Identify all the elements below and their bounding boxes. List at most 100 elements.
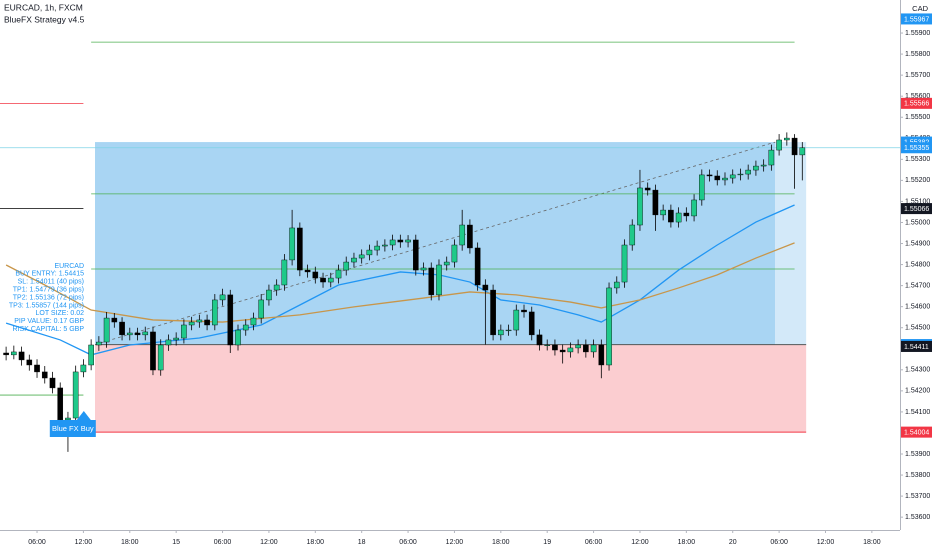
candle-body — [699, 174, 705, 201]
price-marker-label: 1.55566 — [904, 101, 929, 108]
y-tick-label: 1.55700 — [905, 72, 930, 79]
candle-body — [173, 337, 179, 341]
y-tick-label: 1.53800 — [905, 472, 930, 479]
info-line: TP1: 1.54779 (36 pips) — [13, 287, 84, 294]
candle-body — [289, 227, 295, 261]
candle-body — [397, 239, 404, 243]
price-marker-label: 1.55355 — [904, 145, 929, 152]
candle-body — [420, 267, 427, 271]
candle-body — [126, 332, 133, 336]
info-line: EURCAD — [54, 263, 84, 270]
candle-body — [320, 277, 326, 283]
candle-body — [575, 344, 581, 349]
y-tick-label: 1.54700 — [905, 282, 930, 289]
y-tick-label: 1.54800 — [905, 261, 930, 268]
candle-body — [745, 169, 751, 175]
candle-body — [528, 311, 535, 336]
candle-body — [799, 147, 806, 156]
candle-body — [784, 137, 790, 141]
y-tick-label: 1.55100 — [905, 198, 930, 205]
y-tick-label: 1.53600 — [905, 514, 930, 521]
moving-average-line — [5, 204, 795, 356]
y-tick-label: 1.55000 — [905, 219, 930, 226]
x-tick-label: 19 — [543, 539, 551, 546]
candle-body — [181, 324, 187, 339]
info-line: RISK CAPITAL: 5 GBP — [13, 326, 85, 333]
candle-body — [150, 331, 156, 371]
info-line: LOT SIZE: 0.02 — [35, 310, 84, 317]
currency-label: CAD — [912, 4, 928, 13]
loss-zone — [95, 344, 807, 433]
candle-body — [358, 254, 365, 259]
candle-body — [706, 174, 713, 177]
candle-body — [212, 299, 218, 326]
candle-body — [3, 352, 9, 356]
candle-body — [482, 284, 489, 291]
candle-body — [297, 227, 303, 271]
candle-body — [188, 321, 195, 326]
candle-body — [405, 239, 411, 243]
candle-body — [258, 299, 264, 319]
price-marker — [901, 97, 932, 109]
candle-body — [382, 244, 388, 247]
candle-body — [521, 309, 527, 313]
candle-body — [652, 189, 659, 216]
info-line: TP3: 1.55857 (144 pips) — [9, 302, 84, 309]
candle-body — [536, 334, 543, 346]
candle-body — [513, 309, 520, 331]
y-tick-label: 1.55300 — [905, 156, 930, 163]
candle-body — [760, 164, 767, 167]
y-tick-label: 1.54600 — [905, 304, 930, 311]
y-tick-label: 1.53900 — [905, 451, 930, 458]
candle-body — [552, 344, 558, 351]
candle-body — [11, 351, 17, 356]
y-tick-label: 1.55900 — [905, 30, 930, 37]
price-marker-label: 1.55967 — [904, 16, 929, 23]
candle-body — [729, 174, 736, 179]
price-marker — [901, 426, 932, 438]
candle-body — [343, 261, 350, 271]
candle-body — [281, 259, 288, 286]
candle-body — [65, 417, 71, 421]
price-marker — [901, 13, 932, 25]
y-tick-label: 1.55600 — [905, 93, 930, 100]
candle-body — [459, 224, 465, 246]
candle-body — [428, 267, 435, 296]
candle-body — [374, 245, 380, 251]
x-tick-label: 12:00 — [446, 539, 464, 546]
info-line: BUY ENTRY: 1.54415 — [15, 271, 84, 278]
candle-body — [196, 319, 203, 323]
chart-subtitle: BlueFX Strategy v4.5 — [4, 14, 85, 24]
trend-dashed-line — [94, 141, 776, 345]
candle-body — [791, 137, 798, 156]
signal-bubble — [49, 411, 96, 437]
candle-body — [544, 344, 551, 346]
candle-body — [335, 269, 342, 279]
candle-body — [559, 349, 566, 353]
x-tick-label: 12:00 — [75, 539, 93, 546]
candle-body — [505, 329, 512, 332]
candle-body — [737, 173, 744, 176]
x-tick-label: 18:00 — [863, 539, 881, 546]
candle-body — [583, 344, 589, 353]
candle-body — [34, 364, 40, 373]
y-tick-label: 1.55500 — [905, 114, 930, 121]
candle-body — [26, 359, 33, 366]
candle-body — [49, 377, 56, 389]
candle-body — [498, 329, 504, 336]
candle-body — [606, 287, 612, 366]
candle-body — [722, 177, 728, 181]
candle-body — [134, 332, 141, 336]
candle-body — [644, 187, 651, 191]
candle-body — [273, 284, 280, 291]
candle-body — [598, 344, 605, 366]
candle-body — [219, 294, 226, 301]
info-line: SL: 1.54011 (40 pips) — [18, 279, 84, 286]
x-tick-label: 06:00 — [585, 539, 603, 546]
candle-body — [660, 209, 666, 216]
info-line: TP2: 1.55136 (72 pips) — [13, 294, 84, 301]
candle-body — [96, 341, 102, 346]
y-tick-label: 1.53700 — [905, 493, 930, 500]
candle-body — [72, 371, 79, 419]
